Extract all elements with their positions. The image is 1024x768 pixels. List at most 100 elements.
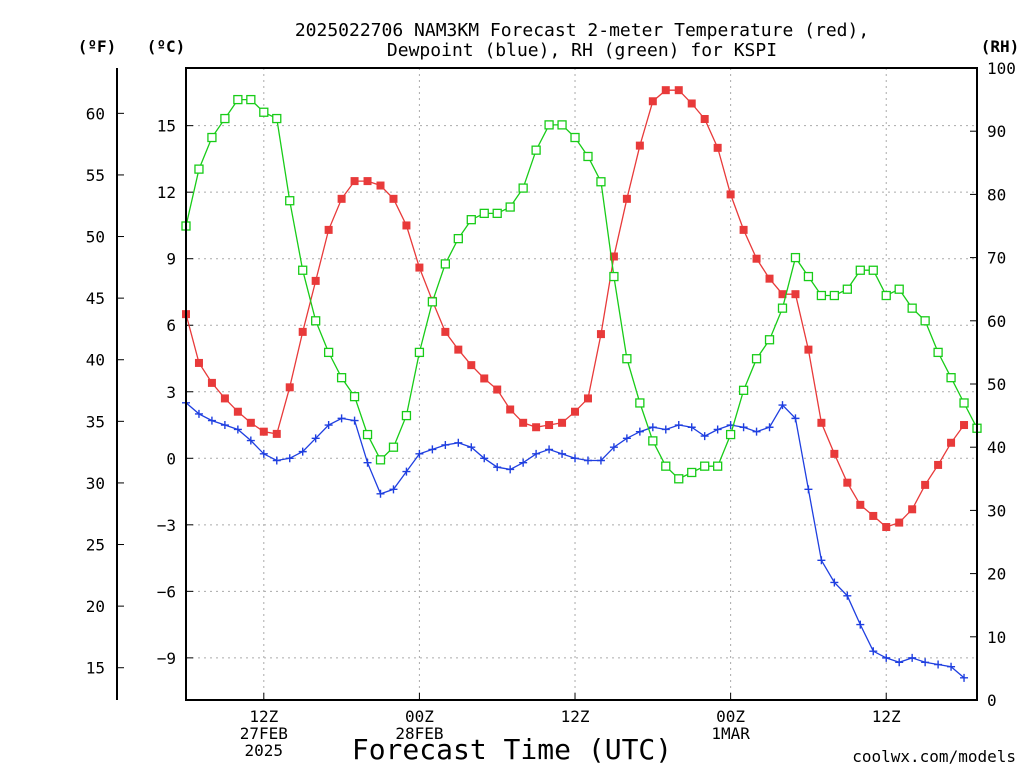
- celsius-tick-label: −3: [157, 516, 176, 535]
- axes: 15129630−3−6−960555045403530252015100908…: [86, 59, 1016, 760]
- temperature-point: [648, 97, 657, 106]
- temperature-series: [182, 86, 969, 532]
- rh-point: [246, 94, 256, 105]
- temperature-point: [921, 480, 930, 489]
- rh-point: [259, 107, 269, 117]
- dewpoint-point: [687, 423, 696, 432]
- temperature-point: [376, 181, 385, 190]
- temperature-point: [739, 225, 748, 234]
- rh-point: [661, 461, 671, 471]
- rh-point: [505, 202, 515, 212]
- rh-tick-label: 100: [987, 59, 1016, 78]
- rh-tick-label: 70: [987, 249, 1006, 268]
- rh-point: [751, 354, 762, 364]
- temperature-point: [700, 115, 709, 124]
- dewpoint-point: [519, 458, 528, 467]
- rh-point: [518, 183, 528, 193]
- temperature-point: [389, 194, 398, 203]
- dewpoint-point: [908, 653, 917, 662]
- temperature-point: [402, 221, 411, 230]
- dewpoint-point: [934, 660, 943, 669]
- x-tick-label: 12Z: [561, 707, 590, 726]
- rh-point: [466, 215, 476, 225]
- dewpoint-point: [454, 438, 463, 447]
- dewpoint-point: [882, 653, 891, 662]
- temperature-point: [324, 225, 333, 234]
- rh-point: [790, 252, 801, 263]
- dewpoint-point: [233, 425, 242, 434]
- rh-point: [946, 373, 956, 383]
- temperature-point: [298, 327, 307, 336]
- rh-point: [881, 290, 891, 301]
- rh-point: [375, 455, 386, 465]
- rh-point: [959, 398, 969, 408]
- temperature-point: [687, 99, 696, 108]
- temperature-point: [882, 523, 891, 532]
- temperature-point: [194, 358, 203, 367]
- temperature-point: [415, 263, 424, 272]
- rh-point: [894, 284, 904, 294]
- chart-title-line1: 2025022706 NAM3KM Forecast 2-meter Tempe…: [295, 20, 869, 41]
- dewpoint-point: [700, 432, 709, 441]
- rh-point: [298, 265, 308, 275]
- rh-point: [531, 145, 541, 155]
- temperature-point: [726, 190, 735, 199]
- x-tick-label: 00Z: [405, 707, 434, 726]
- temperature-point: [947, 438, 956, 447]
- dewpoint-series: [182, 398, 969, 682]
- dewpoint-point: [765, 423, 774, 432]
- fahrenheit-tick-label: 60: [86, 104, 105, 123]
- fahrenheit-tick-label: 20: [86, 597, 105, 616]
- temperature-point: [493, 385, 502, 394]
- temperature-point: [596, 330, 605, 339]
- dewpoint-point: [220, 421, 229, 430]
- rh-tick-label: 0: [987, 691, 997, 710]
- rh-point: [868, 265, 878, 275]
- dewpoint-point: [545, 445, 554, 454]
- rh-unit-label: (RH): [981, 37, 1020, 56]
- celsius-tick-label: −6: [157, 582, 176, 601]
- chart-title-line2: Dewpoint (blue), RH (green) for KSPI: [387, 40, 777, 61]
- celsius-tick-label: 6: [166, 316, 176, 335]
- watermark: coolwx.com/models: [852, 747, 1016, 766]
- rh-point: [803, 271, 814, 282]
- dewpoint-point: [596, 456, 605, 465]
- temperature-point: [609, 252, 618, 261]
- dewpoint-point: [921, 658, 930, 667]
- rh-point: [194, 164, 204, 174]
- rh-point: [764, 335, 775, 345]
- dewpoint-point: [493, 463, 502, 472]
- rh-point: [700, 461, 710, 471]
- rh-point: [453, 233, 463, 244]
- dewpoint-point: [532, 449, 541, 458]
- rh-point: [583, 151, 593, 162]
- rh-tick-label: 60: [987, 312, 1006, 331]
- rh-point: [362, 429, 373, 440]
- rh-point: [440, 259, 450, 269]
- dewpoint-line: [185, 402, 965, 679]
- rh-point: [207, 132, 217, 143]
- data-series: [181, 86, 982, 682]
- rh-point: [336, 373, 347, 383]
- dewpoint-point: [622, 434, 631, 443]
- dewpoint-point: [389, 485, 398, 494]
- temperature-point: [765, 274, 774, 283]
- temperature-point: [571, 407, 580, 416]
- dewpoint-point: [272, 456, 281, 465]
- rh-tick-label: 20: [987, 565, 1006, 584]
- dewpoint-point: [895, 658, 904, 667]
- temperature-point: [661, 86, 670, 95]
- temperature-point: [441, 327, 450, 336]
- dewpoint-point: [415, 449, 424, 458]
- dewpoint-point: [311, 434, 320, 443]
- rh-series: [181, 94, 982, 484]
- temperature-point: [830, 449, 839, 458]
- temperature-point: [207, 378, 216, 387]
- dewpoint-point: [441, 440, 450, 449]
- rh-point: [829, 290, 840, 301]
- grid-lines: [186, 68, 977, 700]
- rh-tick-label: 30: [987, 501, 1006, 520]
- rh-point: [233, 94, 243, 105]
- plot-frame: [185, 67, 978, 701]
